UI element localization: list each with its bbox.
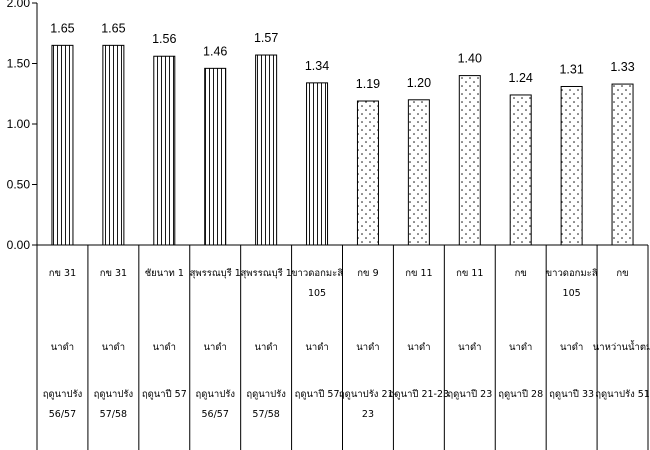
y-tick-label: 0.00 [7, 238, 31, 252]
category-season-label: 23 [362, 409, 374, 420]
category-season-label: ฤดูนาปี 57 [295, 388, 340, 400]
category-season-label: ฤดูนาปี 21-23 [389, 388, 449, 400]
data-label: 1.40 [458, 52, 482, 66]
category-variety-label: 105 [308, 288, 326, 299]
category-season-label: 56/57 [202, 409, 229, 420]
data-label: 1.34 [305, 59, 329, 73]
category-rice-type-label: นาดำ [51, 342, 74, 353]
data-label: 1.24 [509, 71, 533, 85]
category-rice-type-label: นาดำ [407, 342, 430, 353]
category-rice-type-label: นาหว่านน้ำตม [593, 340, 650, 353]
y-axis: 0.00 0.50 1.00 1.50 2.00 [7, 0, 38, 252]
bar [51, 44, 74, 246]
y-tick-label: 1.00 [7, 117, 31, 131]
category-season-label: ฤดูนาปรัง [246, 389, 286, 400]
data-label: 1.65 [101, 21, 125, 35]
bar [306, 82, 329, 246]
category-season-label: ฤดูนาปรัง [43, 389, 83, 400]
data-label: 1.57 [254, 31, 278, 45]
category-axis: กข 31 นาดำฤดูนาปรัง 56/57 กข 31 นาดำฤดูนาปรั… [36, 244, 650, 450]
category-season-label: ฤดูนาปี 23 [447, 388, 492, 400]
data-label: 1.65 [50, 21, 74, 35]
y-tick-label: 2.00 [7, 0, 31, 10]
category-season-label: ฤดูนาปรัง 51 [595, 389, 650, 400]
category-rice-type-label: นาดำ [356, 342, 379, 353]
category-season-label: ฤดูนาปี 28 [498, 388, 543, 400]
value-labels: 1.65 1.65 1.56 1.46 1.57 1.34 1.19 1.20 1.40 1.24… [50, 21, 634, 91]
category-rice-type-label: นาดำ [458, 342, 481, 353]
category-variety-label: ขาวดอกมะลิ [291, 268, 343, 279]
category-rice-type-label: นาดำ [153, 342, 176, 353]
category-variety-label: 105 [563, 288, 581, 299]
data-label: 1.56 [152, 32, 176, 46]
category-variety-label: สุพรรณบุรี 1 [190, 267, 241, 279]
bar [509, 94, 532, 246]
category-season-label: ฤดูนาปี 57 [142, 388, 187, 400]
bar [560, 85, 583, 246]
y-tick-label: 0.50 [7, 178, 31, 192]
bar [458, 75, 481, 246]
category-variety-label: กข 9 [357, 268, 378, 279]
category-season-label: 56/57 [49, 409, 76, 420]
category-rice-type-label: นาดำ [560, 342, 583, 353]
category-season-label: 57/58 [252, 409, 279, 420]
category-season-label: ฤดูนาปี 33 [549, 388, 594, 400]
category-variety-label: กข 11 [456, 268, 483, 279]
category-variety-label: กข 11 [405, 268, 432, 279]
category-rice-type-label: นาดำ [204, 342, 227, 353]
bar [611, 83, 634, 246]
category-variety-label: กข 31 [100, 268, 127, 279]
bar [407, 99, 430, 246]
y-tick-label: 1.50 [7, 57, 31, 71]
bar [204, 67, 227, 246]
category-season-label: ฤดูนาปรัง 21- [339, 389, 397, 400]
category-rice-type-label: นาดำ [254, 342, 277, 353]
category-variety-label: ขาวดอกมะลิ [546, 268, 598, 279]
bar [153, 55, 176, 246]
category-variety-label: กข 31 [49, 268, 76, 279]
category-rice-type-label: นาดำ [102, 342, 125, 353]
data-label: 1.46 [203, 44, 227, 58]
bars [51, 44, 634, 246]
category-season-label: ฤดูนาปรัง [195, 389, 235, 400]
data-label: 1.19 [356, 77, 380, 91]
category-season-label: ฤดูนาปรัง [94, 389, 134, 400]
category-variety-label: สุพรรณบุรี 1 [240, 267, 291, 279]
category-variety-label: กข [616, 268, 628, 279]
category-rice-type-label: นาดำ [509, 342, 532, 353]
category-season-label: 57/58 [100, 409, 127, 420]
bar [356, 100, 379, 246]
bar [102, 44, 125, 246]
category-rice-type-label: นาดำ [305, 342, 328, 353]
data-label: 1.33 [610, 60, 634, 74]
bar [255, 54, 278, 246]
category-variety-label: ชัยนาท 1 [145, 268, 184, 279]
data-label: 1.20 [407, 76, 431, 90]
category-variety-label: กข [515, 268, 527, 279]
data-label: 1.31 [559, 62, 583, 76]
